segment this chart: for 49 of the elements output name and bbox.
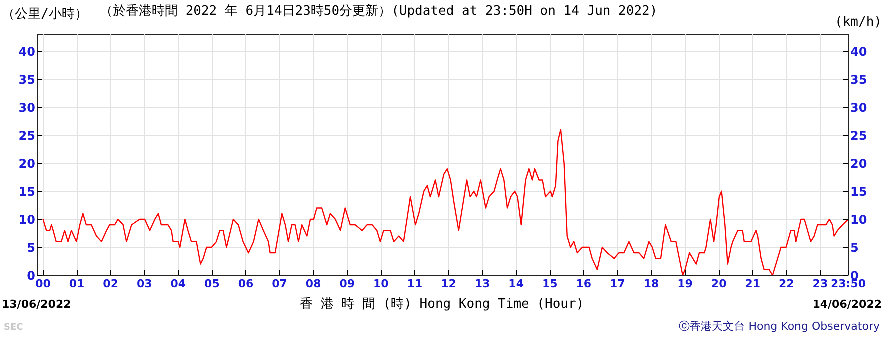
x-tick-label: 18 <box>644 278 660 290</box>
y2-tick-label: 35 <box>850 72 868 87</box>
x-tick-label: 05 <box>204 278 220 290</box>
x-tick-label: 13 <box>474 278 490 290</box>
y2-tick-label: 40 <box>850 44 868 59</box>
x-axis-title: 香 港 時 間 (時) Hong Kong Time (Hour) <box>300 296 584 314</box>
x-tick-label: 16 <box>576 278 592 290</box>
y-tick-label: 30 <box>18 100 36 115</box>
chart-title: （於香港時間 2022 年 6月14日23時50分更新）(Updated at 23:50H on 14 Jun 2022) <box>100 3 658 21</box>
y-axis-title: （公里/小時） <box>2 6 88 24</box>
y2-tick-label: 5 <box>850 240 859 255</box>
y2-tick-label: 20 <box>850 156 868 171</box>
x-tick-label: 01 <box>69 278 85 290</box>
line-series <box>42 129 848 276</box>
x-tick-label: 10 <box>374 278 390 290</box>
y2-tick-label: 30 <box>850 100 868 115</box>
x-tick-label: 14 <box>508 278 524 290</box>
y-tick-label: 15 <box>18 184 36 199</box>
x-tick-label: 11 <box>407 278 423 290</box>
x-tick-label: 19 <box>678 278 693 290</box>
y-tick-label: 35 <box>18 72 36 87</box>
x-tick-label: 17 <box>610 278 626 290</box>
x-tick-label: 06 <box>238 278 254 290</box>
y2-axis-title: (km/h) <box>835 14 882 32</box>
y-tick-label: 10 <box>18 212 36 227</box>
x-tick-label: 20 <box>711 278 728 290</box>
y-tick-label: 40 <box>18 44 36 59</box>
x-tick-label: 08 <box>306 278 322 290</box>
x-tick-label: 23 <box>812 278 828 290</box>
y-tick-label: 20 <box>18 156 36 171</box>
x-tick-label: 22 <box>779 278 794 290</box>
text: ⓒ香港天文台 Hong Kong Observatory <box>679 319 880 335</box>
x-tick-label: 07 <box>272 278 288 290</box>
y2-tick-label: 15 <box>850 184 868 199</box>
x-tick-label: 12 <box>441 278 456 290</box>
x-tick-label: 03 <box>136 278 152 290</box>
x-tick-label: 00 <box>36 278 52 290</box>
y-tick-label: 5 <box>27 240 36 255</box>
x-tick-label: 09 <box>340 278 356 290</box>
y-tick-label: 0 <box>27 269 36 283</box>
text: 14/06/2022 <box>812 297 882 313</box>
y2-tick-label: 10 <box>850 212 868 227</box>
x-tick-label: 02 <box>103 278 118 290</box>
y-tick-label: 25 <box>18 128 36 143</box>
y2-tick-label: 25 <box>850 128 868 143</box>
x-tick-label: 15 <box>542 278 558 290</box>
text: 13/06/2022 <box>2 297 72 313</box>
x-tick-label: 04 <box>170 278 186 290</box>
x-tick-label: 21 <box>745 278 761 290</box>
